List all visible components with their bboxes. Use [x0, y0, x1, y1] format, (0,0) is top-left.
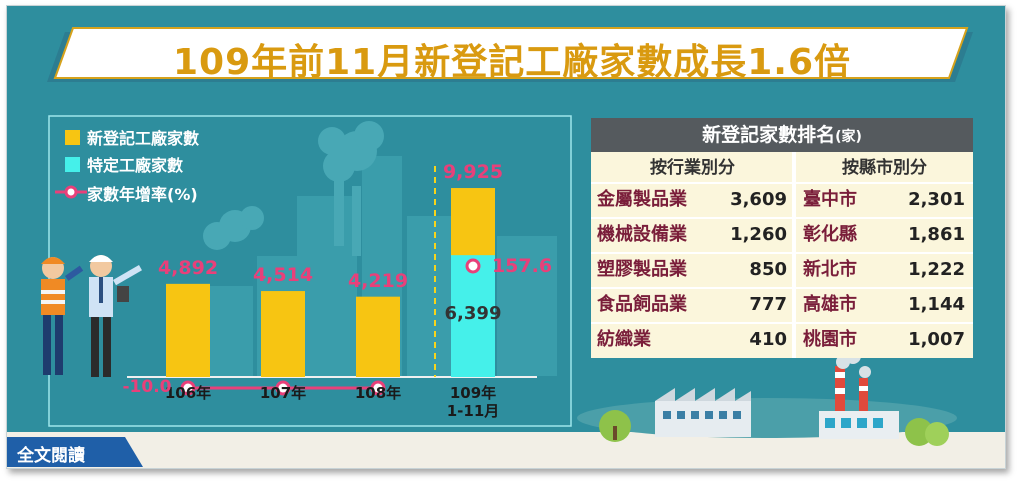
- county-name-5: 桃園市: [803, 329, 857, 350]
- bar-value-label-4: 9,925: [442, 161, 504, 184]
- bar-specific-4: [451, 255, 495, 377]
- ranking-table: 新登記家數排名(家) 按行業別分 按縣市別分 金屬製品業 3,609 機械設備業…: [591, 118, 973, 358]
- industry-value-3: 850: [749, 259, 787, 280]
- workers-illustration: [41, 255, 142, 377]
- industry-name-4: 食品飼品業: [597, 294, 687, 315]
- legend-label-growth: 家數年增率(%): [87, 185, 198, 204]
- legend-label-new: 新登記工廠家數: [87, 129, 200, 148]
- bar-specific-value-label: 6,399: [444, 303, 502, 325]
- bar-value-label-3: 4,219: [347, 269, 409, 292]
- factory-illustration: [577, 348, 957, 446]
- county-name-3: 新北市: [803, 259, 857, 280]
- bar-new-2: [261, 291, 305, 377]
- ranking-industry-header: 按行業別分: [650, 158, 735, 178]
- growth-marker-2: [275, 380, 291, 396]
- read-full-article-label: 全文閱讀: [17, 446, 85, 466]
- x-tick-label-3: 108年: [354, 384, 402, 402]
- county-value-5: 1,007: [908, 329, 965, 350]
- ranking-title-text: 新登記家數排名: [702, 124, 836, 146]
- industry-value-2: 1,260: [730, 224, 787, 245]
- x-tick-label-4-line2: 1-11月: [446, 402, 500, 420]
- ranking-county-header: 按縣市別分: [842, 158, 927, 178]
- ranking-grid: [591, 152, 973, 358]
- bar-value-label-2: 4,514: [252, 264, 314, 287]
- county-value-1: 2,301: [908, 189, 965, 210]
- county-name-2: 彰化縣: [803, 224, 857, 245]
- industry-value-4: 777: [749, 294, 787, 315]
- growth-value-label-2: 157.6: [491, 255, 553, 277]
- page-title: 109年前11月新登記工廠家數成長1.6倍: [172, 42, 852, 83]
- read-full-article-button[interactable]: 全文閱讀: [7, 437, 143, 467]
- growth-marker-3: [370, 380, 386, 396]
- industry-value-5: 410: [749, 329, 787, 350]
- title-banner-shape: [47, 27, 973, 82]
- legend-marker-growth: [64, 185, 78, 199]
- x-tick-label-1: 106年: [164, 384, 212, 402]
- x-tick-label-2: 107年: [259, 384, 307, 402]
- growth-marker-1: [180, 380, 196, 396]
- growth-value-label-1: -10.0: [122, 377, 172, 397]
- x-tick-label-4: 109年: [449, 384, 497, 402]
- county-name-4: 高雄市: [803, 294, 857, 315]
- industry-name-5: 紡織業: [597, 329, 651, 350]
- bar-value-label-1: 4,892: [157, 256, 219, 279]
- county-value-3: 1,222: [908, 259, 965, 280]
- industry-name-1: 金屬製品業: [597, 189, 687, 210]
- chart-panel: [48, 115, 572, 427]
- county-name-1: 臺中市: [803, 189, 857, 210]
- bar-new-1: [166, 283, 210, 377]
- infographic-frame: 109年前11月新登記工廠家數成長1.6倍 新登記工廠家數 特定工廠家數 家數年…: [6, 5, 1006, 469]
- ranking-unit: (家): [835, 129, 862, 145]
- county-value-2: 1,861: [908, 224, 965, 245]
- ranking-body: 按行業別分 按縣市別分 金屬製品業 3,609 機械設備業 1,260 塑膠製品…: [591, 152, 973, 358]
- legend-label-specific: 特定工廠家數: [87, 156, 184, 175]
- title-banner: 109年前11月新登記工廠家數成長1.6倍: [47, 26, 977, 86]
- industry-name-2: 機械設備業: [597, 224, 687, 245]
- legend-swatch-specific: [65, 157, 80, 172]
- read-button-shape: [7, 437, 143, 467]
- bar-new-3: [356, 296, 400, 377]
- growth-marker-4: [465, 258, 481, 274]
- industry-name-3: 塑膠製品業: [597, 259, 687, 280]
- legend-swatch-new: [65, 130, 80, 145]
- county-value-4: 1,144: [908, 294, 965, 315]
- ranking-title: 新登記家數排名(家): [591, 118, 973, 152]
- industry-value-1: 3,609: [730, 189, 787, 210]
